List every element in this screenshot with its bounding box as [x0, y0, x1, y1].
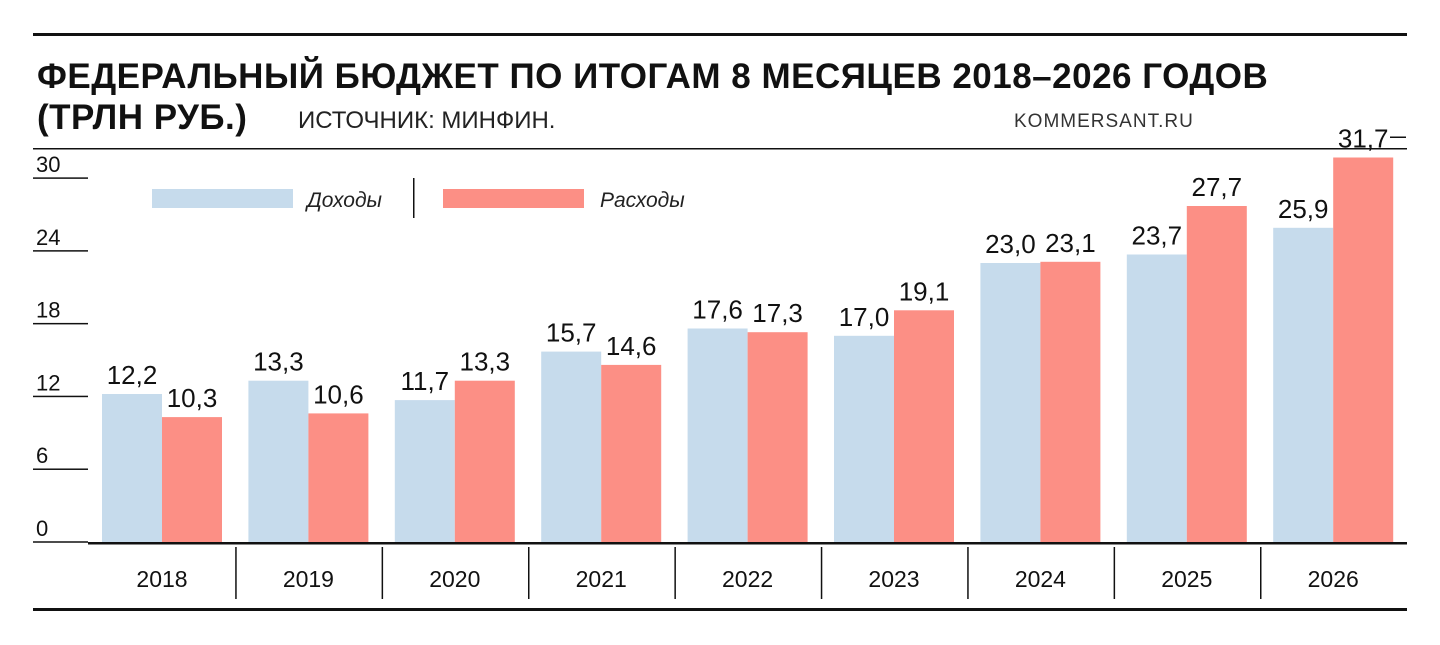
source-note: ИСТОЧНИК: МИНФИН.: [298, 107, 555, 134]
value-label: 13,3: [459, 347, 510, 377]
bar-expense: [1186, 206, 1247, 542]
chart-title-line2: (ТРЛН РУБ.): [37, 98, 247, 137]
bar-expense: [454, 380, 515, 542]
value-label: 27,7: [1191, 172, 1242, 202]
value-label: 12,2: [107, 360, 158, 390]
value-label: 17,6: [692, 295, 743, 325]
value-label: 10,6: [313, 379, 364, 409]
y-tick-label: 24: [36, 225, 60, 250]
y-tick-label: 30: [36, 152, 60, 177]
bar-expense: [894, 310, 954, 542]
value-label: 23,0: [985, 229, 1036, 259]
bar-expense: [1333, 157, 1394, 542]
legend-divider: [413, 178, 415, 218]
bars: 12,2 10,3 13,3 10,6 11,7 13,3 15,7 14,6 17,6 17,3…: [102, 124, 1406, 543]
y-tick-line: [33, 468, 88, 470]
y-tick-line: [33, 177, 88, 179]
max-value-dash: [1390, 136, 1406, 138]
bar-expense: [162, 417, 222, 542]
x-tick-label: 2026: [1308, 566, 1359, 592]
y-axis: 0 6 12 18 24 30: [33, 152, 88, 543]
x-separator: [820, 547, 823, 599]
value-label: 23,7: [1131, 221, 1182, 251]
x-tick-label: 2021: [576, 566, 627, 592]
x-separator: [674, 547, 676, 599]
bar-expense: [1040, 261, 1101, 542]
value-label: 17,0: [839, 302, 890, 332]
top-rule: [33, 33, 1407, 36]
x-separator: [235, 547, 237, 599]
bar-income: [394, 400, 455, 542]
legend-label-expense: Расходы: [600, 189, 685, 212]
y-tick-line: [33, 395, 88, 398]
y-tick-line: [33, 541, 88, 543]
bar-income: [541, 351, 602, 542]
value-label: 19,1: [899, 276, 950, 306]
bar-expense: [747, 332, 808, 542]
value-label: 13,3: [253, 347, 304, 377]
x-tick-label: 2024: [1015, 566, 1066, 592]
legend-swatch-expense: [443, 189, 584, 208]
y-tick-label: 0: [36, 516, 48, 541]
y-tick-line: [33, 322, 88, 325]
bar-income: [1126, 254, 1187, 542]
x-separator: [381, 547, 384, 599]
y-tick-label: 12: [36, 370, 60, 395]
bar-income: [687, 328, 748, 542]
legend: Доходы Расходы: [152, 178, 685, 218]
x-tick-label: 2019: [283, 566, 334, 592]
x-tick-label: 2020: [429, 566, 480, 592]
x-tick-label: 2022: [722, 566, 773, 592]
x-tick-label: 2018: [136, 566, 187, 592]
value-label: 14,6: [606, 331, 657, 361]
bar-expense: [601, 364, 662, 542]
x-separator: [1113, 547, 1116, 599]
y-tick-line: [33, 250, 88, 252]
bottom-rule: [33, 608, 1407, 611]
x-separator: [528, 547, 530, 599]
value-label: 11,7: [400, 366, 449, 396]
y-tick-label: 6: [36, 443, 48, 468]
x-separator: [1260, 547, 1262, 599]
brand-label: KOMMERSANT.RU: [1014, 111, 1194, 132]
legend-swatch-income: [152, 189, 293, 208]
value-label: 25,9: [1278, 194, 1329, 224]
header-rule: [33, 148, 1407, 150]
bar-income: [102, 394, 162, 542]
bar-income: [980, 263, 1041, 542]
y-tick-label: 18: [36, 298, 60, 323]
value-label: 10,3: [167, 383, 218, 413]
value-label: 31,7: [1338, 124, 1389, 154]
legend-label-income: Доходы: [305, 189, 383, 212]
x-tick-label: 2025: [1161, 566, 1212, 592]
bar-income: [248, 380, 309, 542]
x-axis-baseline: [88, 542, 1407, 545]
x-tick-label: 2023: [868, 566, 919, 592]
x-separator: [967, 547, 969, 599]
value-label: 23,1: [1045, 228, 1096, 258]
x-axis: 2018 2019 2020 2021 2022 2023 2024 2025 2026: [88, 542, 1407, 599]
bar-income: [1273, 227, 1334, 543]
bar-income: [834, 335, 894, 542]
value-label: 17,3: [752, 298, 803, 328]
value-label: 15,7: [546, 318, 597, 348]
chart-title-line1: ФЕДЕРАЛЬНЫЙ БЮДЖЕТ ПО ИТОГАМ 8 МЕСЯЦЕВ 2…: [37, 56, 1268, 96]
bar-expense: [308, 413, 369, 542]
